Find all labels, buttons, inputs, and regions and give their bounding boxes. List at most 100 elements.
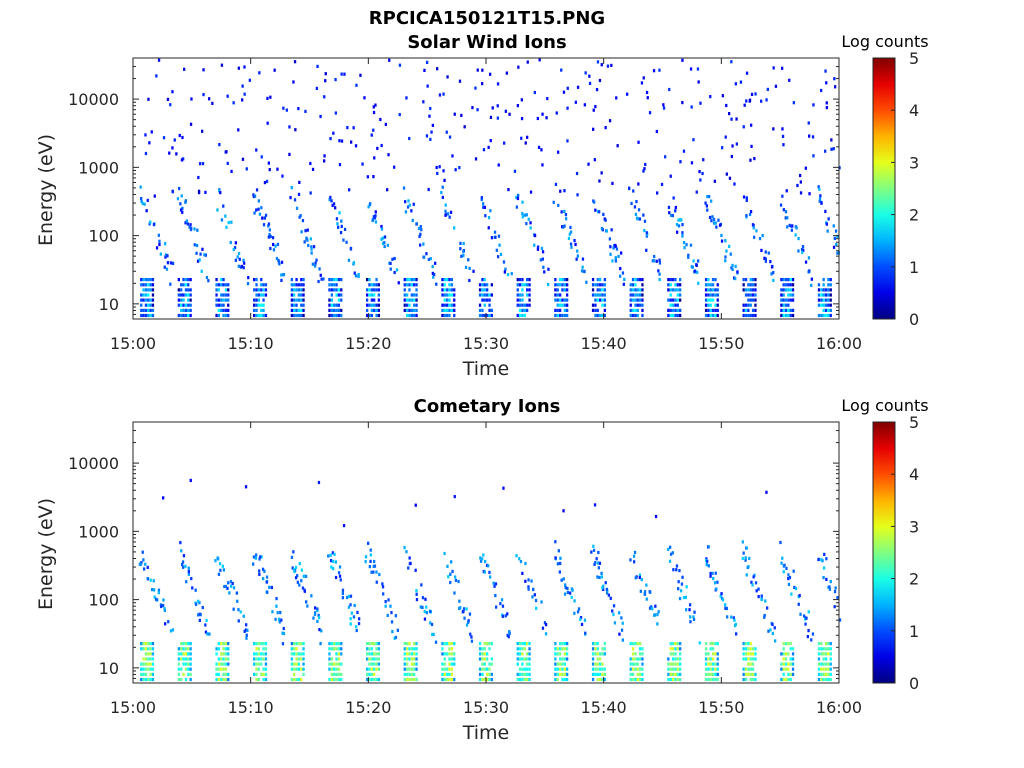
heatmap-cell [297, 283, 300, 287]
heatmap-cell [799, 173, 802, 178]
heatmap-cell [696, 67, 700, 71]
heatmap-cell [521, 647, 524, 651]
heatmap-cell [180, 549, 183, 553]
heatmap-cell [184, 652, 188, 656]
heatmap-cell [804, 260, 808, 264]
heatmap-cell [669, 672, 672, 676]
heatmap-cell [438, 165, 441, 169]
heatmap-cell [521, 212, 524, 216]
heatmap-cell [270, 585, 273, 590]
heatmap-cell [561, 298, 564, 302]
heatmap-cell [375, 642, 378, 646]
heatmap-cell [674, 642, 677, 646]
heatmap-cell [188, 225, 191, 229]
heatmap-cell [204, 630, 208, 634]
heatmap-cell [177, 313, 180, 318]
heatmap-cell [681, 575, 684, 579]
heatmap-cell [797, 249, 800, 253]
heatmap-cell [824, 313, 828, 318]
heatmap-cell [591, 278, 595, 282]
heatmap-cell [187, 566, 190, 570]
heatmap-cell [492, 581, 495, 585]
heatmap-cell [707, 677, 710, 682]
heatmap-cell [559, 642, 562, 646]
heatmap-cell [743, 103, 746, 107]
heatmap-cell [574, 100, 577, 104]
heatmap-cell [594, 298, 597, 302]
heatmap-cell [342, 238, 345, 242]
heatmap-cell [368, 642, 371, 646]
heatmap-cell [734, 277, 737, 281]
heatmap-cell [242, 266, 245, 270]
heatmap-cell [189, 672, 192, 676]
heatmap-cell [329, 137, 332, 141]
heatmap-cell [295, 642, 298, 646]
heatmap-cell [554, 540, 557, 544]
heatmap-cell [671, 303, 675, 307]
heatmap-cell [629, 672, 632, 676]
heatmap-cell [654, 514, 658, 519]
heatmap-cell [678, 569, 681, 573]
heatmap-cell [370, 667, 373, 671]
heatmap-cell [187, 647, 190, 651]
heatmap-cell [754, 677, 757, 682]
heatmap-cell [554, 313, 557, 318]
heatmap-cell [184, 642, 188, 646]
heatmap-cell [369, 202, 372, 206]
heatmap-cell [658, 68, 661, 72]
heatmap-cell [594, 662, 597, 666]
heatmap-cell [237, 128, 240, 132]
heatmap-cell [478, 677, 482, 682]
heatmap-cell [224, 298, 228, 302]
heatmap-cell [443, 662, 446, 666]
heatmap-cell [448, 677, 451, 682]
heatmap-cell [749, 642, 752, 646]
heatmap-cell [605, 591, 609, 595]
heatmap-cell [634, 308, 637, 312]
heatmap-cell [524, 141, 527, 145]
heatmap-cell [606, 64, 610, 68]
heatmap-cell [605, 229, 608, 233]
heatmap-cell [594, 293, 597, 297]
heatmap-cell [151, 308, 155, 312]
heatmap-cell [227, 283, 230, 287]
heatmap-cell [496, 116, 499, 120]
heatmap-cell [608, 237, 611, 241]
heatmap-cell [433, 272, 436, 277]
heatmap-cell [560, 210, 563, 214]
heatmap-cell [370, 293, 373, 297]
heatmap-cell [780, 308, 783, 312]
heatmap-cell [295, 652, 298, 656]
heatmap-cell [541, 257, 544, 261]
heatmap-cell [302, 574, 305, 578]
heatmap-cell [495, 248, 498, 252]
heatmap-cell [373, 559, 376, 564]
heatmap-cell [780, 667, 783, 671]
heatmap-cell [660, 182, 664, 186]
heatmap-cell [676, 677, 679, 682]
heatmap-cell [266, 96, 269, 100]
heatmap-cell [255, 677, 258, 682]
heatmap-cell [638, 575, 641, 580]
heatmap-cell [340, 224, 343, 228]
heatmap-cell [787, 283, 790, 287]
heatmap-cell [629, 298, 632, 302]
heatmap-cell [290, 662, 293, 666]
heatmap-cell [600, 226, 604, 231]
heatmap-cell [629, 677, 632, 682]
heatmap-cell [764, 599, 767, 603]
heatmap-cell [747, 667, 750, 671]
heatmap-cell [708, 195, 711, 199]
heatmap-cell [316, 607, 319, 611]
heatmap-cell [516, 642, 519, 646]
heatmap-cell [554, 657, 557, 661]
heatmap-cell [147, 293, 150, 297]
heatmap-cell [810, 638, 813, 642]
heatmap-cell [366, 672, 369, 676]
heatmap-cell [279, 610, 282, 615]
heatmap-cell [521, 215, 524, 219]
heatmap-cell [834, 85, 837, 89]
heatmap-cell [698, 170, 701, 174]
heatmap-cell [526, 303, 529, 307]
heatmap-cell [257, 293, 260, 297]
